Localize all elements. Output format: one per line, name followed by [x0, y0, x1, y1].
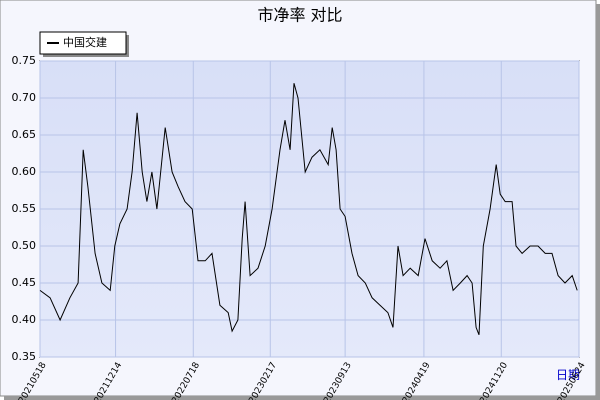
lines	[39, 83, 578, 335]
legend-box	[39, 31, 127, 55]
y-tick-label: 0.35	[12, 350, 37, 363]
y-tick-label: 0.40	[12, 313, 37, 326]
legend-label: 中国交建	[63, 35, 107, 49]
y-tick-label: 0.55	[12, 202, 37, 215]
grid	[39, 60, 580, 358]
y-tick-label: 0.65	[12, 128, 37, 141]
series-line	[39, 83, 578, 335]
frame-shadow	[596, 4, 600, 400]
y-tick-label: 0.45	[12, 276, 37, 289]
y-tick-label: 0.75	[12, 54, 37, 67]
y-tick-label: 0.60	[12, 165, 37, 178]
chart-title: 市净率 对比	[257, 6, 342, 25]
y-tick-label: 0.70	[12, 91, 37, 104]
frame-shadow	[4, 396, 600, 400]
x-axis-label: 日期	[556, 368, 580, 382]
y-tick-label: 0.50	[12, 239, 37, 252]
legend: 中国交建	[39, 31, 129, 57]
